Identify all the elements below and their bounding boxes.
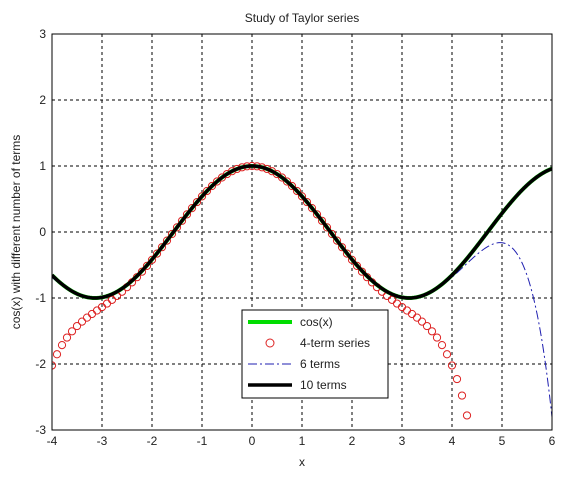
x-tick-label: 6 [549, 434, 556, 448]
legend-label: 10 terms [300, 378, 347, 392]
x-tick-label: -1 [197, 434, 208, 448]
series-point [152, 249, 162, 258]
series-point [307, 203, 317, 213]
x-tick-label: 3 [399, 434, 406, 448]
legend-marker [265, 338, 275, 348]
series-point [187, 203, 197, 213]
y-tick-label: -2 [35, 357, 46, 371]
series-point [417, 317, 427, 326]
y-tick-label: 3 [39, 27, 46, 41]
x-tick-label: 1 [299, 434, 306, 448]
x-axis-label: x [299, 455, 305, 469]
series-point [447, 361, 457, 370]
series-point [137, 267, 147, 276]
series-point [292, 186, 302, 196]
y-tick-label: -3 [35, 423, 46, 437]
series-point [202, 186, 212, 196]
series-point [197, 192, 207, 201]
series-point [442, 350, 452, 359]
series-point [427, 327, 437, 336]
y-tick-label: -1 [35, 291, 46, 305]
series-point [282, 177, 292, 186]
series-point [332, 236, 342, 245]
series-point [317, 216, 327, 225]
series-point [302, 197, 312, 207]
y-tick-label: 0 [39, 225, 46, 239]
series-point [312, 210, 322, 219]
legend-label: cos(x) [300, 315, 333, 329]
series-point [297, 192, 307, 201]
series-point [142, 261, 152, 271]
series-point [207, 181, 217, 191]
series-point [62, 333, 72, 342]
series-line-10-terms [52, 164, 552, 300]
x-tick-label: 5 [499, 434, 506, 448]
series-point [52, 350, 62, 359]
series-point [352, 261, 362, 271]
series-point [422, 321, 432, 331]
legend: cos(x) 4-term series 6 terms 10 terms [241, 309, 389, 399]
series-point [412, 313, 422, 322]
series-point [177, 216, 187, 225]
x-tick-label: -3 [97, 434, 108, 448]
series-point [462, 411, 472, 420]
x-tick-label: 0 [249, 434, 256, 448]
chart-title: Study of Taylor series [245, 11, 360, 25]
series-point [192, 197, 202, 207]
series-point [182, 210, 192, 219]
series-point [57, 341, 67, 350]
x-tick-label: 2 [349, 434, 356, 448]
plot-frame [51, 33, 553, 431]
series-point [342, 249, 352, 258]
series-point [107, 295, 117, 304]
series-point [67, 327, 77, 336]
series-point [167, 229, 177, 239]
grid [52, 34, 552, 430]
y-tick-label: 1 [39, 159, 46, 173]
series-point [172, 223, 182, 232]
series-point [437, 341, 447, 350]
y-axis-label: cos(x) with different number of terms [9, 135, 23, 330]
x-tick-label: -4 [47, 434, 58, 448]
series-point [347, 255, 357, 264]
series-point [157, 243, 167, 252]
x-tick-label: 4 [449, 434, 456, 448]
series-point [277, 173, 287, 182]
legend-label: 6 terms [300, 357, 340, 371]
series-layer [52, 161, 552, 420]
series-point [452, 374, 462, 384]
y-tick-label: 2 [39, 93, 46, 107]
x-tick-label: -2 [147, 434, 158, 448]
series-point [432, 333, 442, 342]
series-point [212, 177, 222, 186]
series-point [72, 321, 82, 331]
series-point [77, 317, 87, 326]
series-point [322, 223, 332, 232]
series-point [222, 169, 232, 179]
series-point [162, 236, 172, 245]
series-point [147, 255, 157, 264]
series-point [287, 181, 297, 191]
series-point [457, 391, 467, 400]
series-point [327, 229, 337, 239]
series-point [337, 243, 347, 252]
legend-label: 4-term series [300, 336, 370, 350]
series-point [357, 267, 367, 276]
